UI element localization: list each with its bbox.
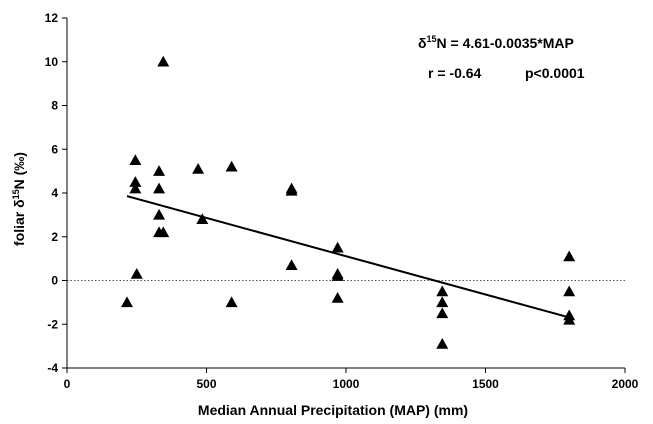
y-tick-label: 0 bbox=[51, 274, 58, 288]
y-tick-label: 10 bbox=[45, 55, 59, 69]
y-axis-title-sup: 15 bbox=[11, 189, 21, 199]
data-point bbox=[285, 184, 298, 196]
y-tick-label: 4 bbox=[51, 186, 58, 200]
data-point bbox=[153, 182, 166, 194]
data-point bbox=[563, 313, 576, 325]
data-point bbox=[563, 250, 576, 262]
y-tick-label: 2 bbox=[51, 230, 58, 244]
equation-pre: δ bbox=[418, 35, 427, 51]
y-axis-ticks: -4 -2 0 2 4 6 8 10 12 bbox=[45, 11, 67, 375]
y-tick-label: -4 bbox=[47, 361, 58, 375]
regression-line bbox=[126, 195, 570, 319]
equation-sup: 15 bbox=[427, 34, 437, 44]
data-point bbox=[196, 213, 209, 225]
data-point bbox=[157, 55, 170, 67]
data-point bbox=[331, 270, 344, 281]
regression-equation: δ15N = 4.61-0.0035*MAP bbox=[418, 34, 574, 51]
y-axis-title: foliar δ15N (‰) bbox=[11, 152, 27, 246]
data-point bbox=[436, 337, 449, 349]
x-tick-label: 1500 bbox=[472, 377, 499, 391]
data-point bbox=[120, 296, 133, 308]
data-points bbox=[120, 55, 576, 349]
x-axis-ticks: 0 500 1000 1500 2000 bbox=[64, 368, 639, 391]
x-tick-label: 0 bbox=[64, 377, 71, 391]
data-point bbox=[436, 296, 449, 308]
x-axis-title: Median Annual Precipitation (MAP) (mm) bbox=[198, 402, 468, 418]
correlation-r: r = -0.64 bbox=[428, 65, 482, 81]
y-tick-label: 12 bbox=[45, 11, 59, 25]
data-point bbox=[285, 259, 298, 270]
x-tick-label: 1000 bbox=[333, 377, 360, 391]
data-point bbox=[129, 176, 142, 187]
data-point bbox=[129, 154, 142, 165]
equation-post: N = 4.61-0.0035*MAP bbox=[437, 35, 574, 51]
data-point bbox=[331, 292, 344, 303]
data-point bbox=[225, 296, 238, 308]
y-tick-label: -2 bbox=[47, 317, 58, 331]
data-point bbox=[129, 182, 142, 194]
y-tick-label: 6 bbox=[51, 142, 58, 156]
y-tick-label: 8 bbox=[51, 99, 58, 113]
data-point bbox=[130, 267, 143, 279]
data-point bbox=[563, 285, 576, 297]
y-axis-title-pre: foliar δ bbox=[11, 199, 27, 246]
data-point bbox=[225, 160, 238, 172]
data-point bbox=[331, 241, 344, 253]
data-point bbox=[153, 165, 166, 176]
x-tick-label: 500 bbox=[196, 377, 216, 391]
x-tick-label: 2000 bbox=[612, 377, 639, 391]
data-point bbox=[192, 162, 205, 174]
data-point bbox=[436, 285, 449, 297]
data-point bbox=[153, 208, 166, 220]
data-point bbox=[436, 307, 449, 319]
y-axis-title-post: N (‰) bbox=[11, 152, 27, 189]
p-value: p<0.0001 bbox=[525, 65, 585, 81]
data-point bbox=[157, 226, 170, 238]
